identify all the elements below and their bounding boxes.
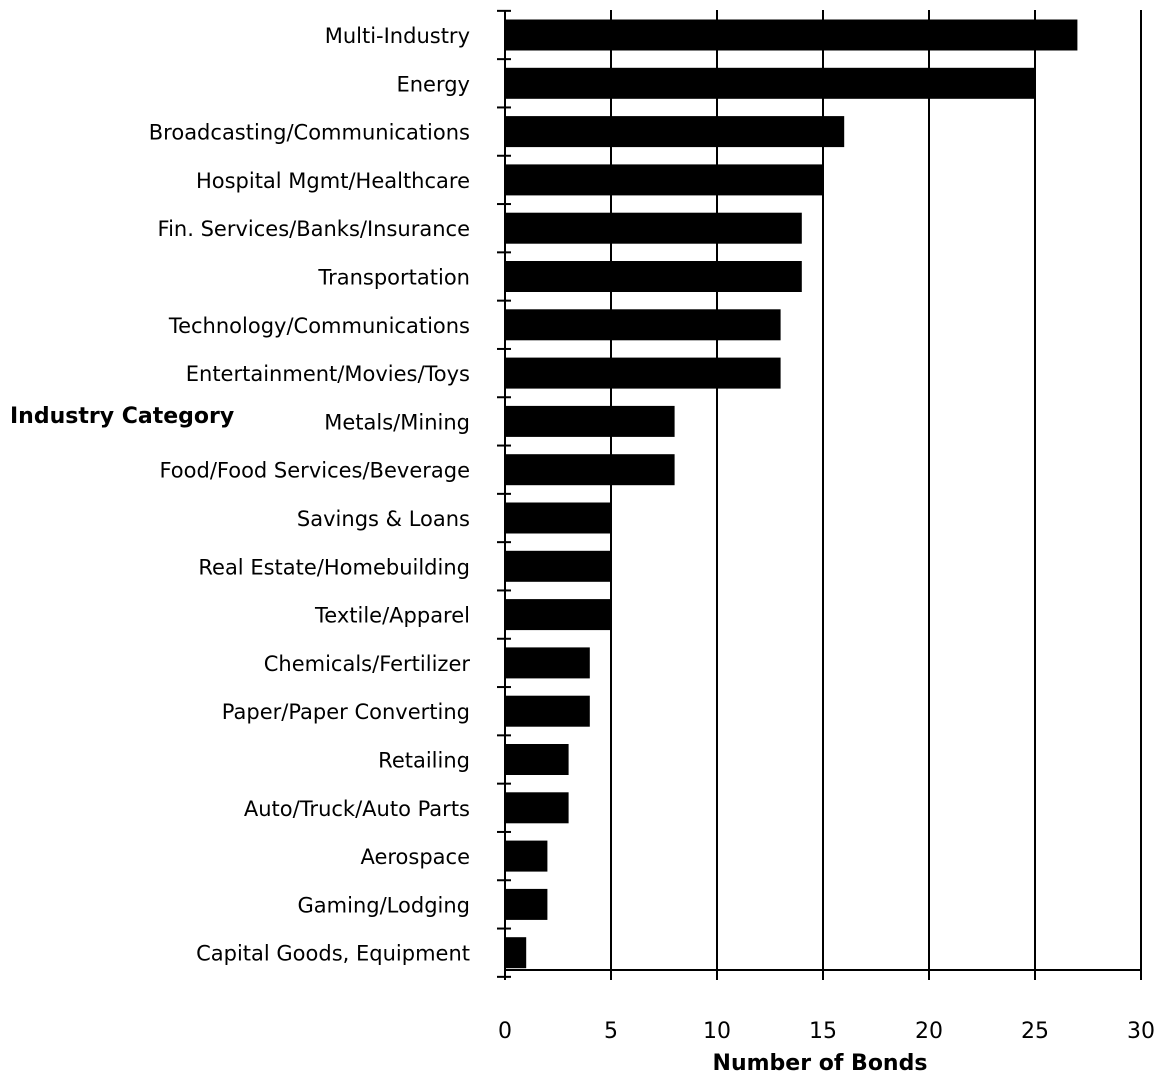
- category-label: Metals/Mining: [324, 410, 470, 434]
- category-label: Food/Food Services/Beverage: [159, 459, 470, 483]
- bar: [505, 937, 527, 969]
- bar: [505, 502, 611, 534]
- grid-lines: [610, 10, 1142, 970]
- category-label: Fin. Services/Banks/Insurance: [158, 217, 470, 241]
- category-label: Chemicals/Fertilizer: [264, 652, 471, 676]
- category-label: Auto/Truck/Auto Parts: [244, 797, 470, 821]
- bar: [505, 309, 781, 341]
- bar: [505, 212, 802, 244]
- category-label: Capital Goods, Equipment: [196, 942, 470, 966]
- category-label: Paper/Paper Converting: [222, 700, 470, 724]
- category-label: Gaming/Lodging: [298, 893, 470, 917]
- category-label: Multi-Industry: [325, 24, 470, 48]
- category-label: Textile/Apparel: [314, 604, 470, 628]
- x-tick-label: 20: [915, 1019, 943, 1044]
- bar: [505, 261, 802, 292]
- category-label: Hospital Mgmt/Healthcare: [196, 169, 470, 193]
- category-label: Retailing: [378, 749, 470, 773]
- x-tick-label: 15: [809, 1019, 837, 1044]
- bar: [505, 695, 590, 727]
- x-axis-title: Number of Bonds: [713, 1051, 928, 1076]
- bar: [505, 792, 569, 824]
- category-label: Savings & Loans: [297, 507, 470, 531]
- x-tick-label: 25: [1021, 1019, 1049, 1044]
- x-tick-label: 5: [604, 1019, 618, 1044]
- category-label: Transportation: [317, 266, 470, 290]
- bar: [505, 67, 1035, 99]
- bar: [505, 164, 823, 196]
- bar: [505, 19, 1078, 51]
- bar: [505, 550, 611, 582]
- x-tick-label: 30: [1127, 1019, 1155, 1044]
- category-label: Entertainment/Movies/Toys: [186, 362, 470, 386]
- category-label: Energy: [396, 72, 470, 96]
- x-tick-labels: 0 5 10 15 20 25 30: [498, 1019, 1155, 1044]
- bar: [505, 454, 675, 486]
- x-tick-label: 0: [498, 1019, 512, 1044]
- y-axis-title: Industry Category: [10, 404, 234, 429]
- category-label: Broadcasting/Communications: [149, 121, 470, 145]
- bar: [505, 647, 590, 679]
- bars: [505, 19, 1078, 969]
- bar: [505, 888, 548, 920]
- bar: [505, 599, 611, 631]
- bar: [505, 405, 675, 437]
- category-label: Real Estate/Homebuilding: [198, 555, 470, 579]
- axes: [497, 9, 1142, 980]
- category-label: Technology/Communications: [168, 314, 470, 338]
- category-label: Aerospace: [360, 845, 470, 869]
- bar: [505, 357, 781, 389]
- x-tick-label: 10: [703, 1019, 731, 1044]
- category-labels: Multi-Industry Energy Broadcasting/Communi…: [149, 24, 471, 966]
- bar: [505, 744, 569, 775]
- bar: [505, 840, 548, 872]
- bar: [505, 116, 845, 148]
